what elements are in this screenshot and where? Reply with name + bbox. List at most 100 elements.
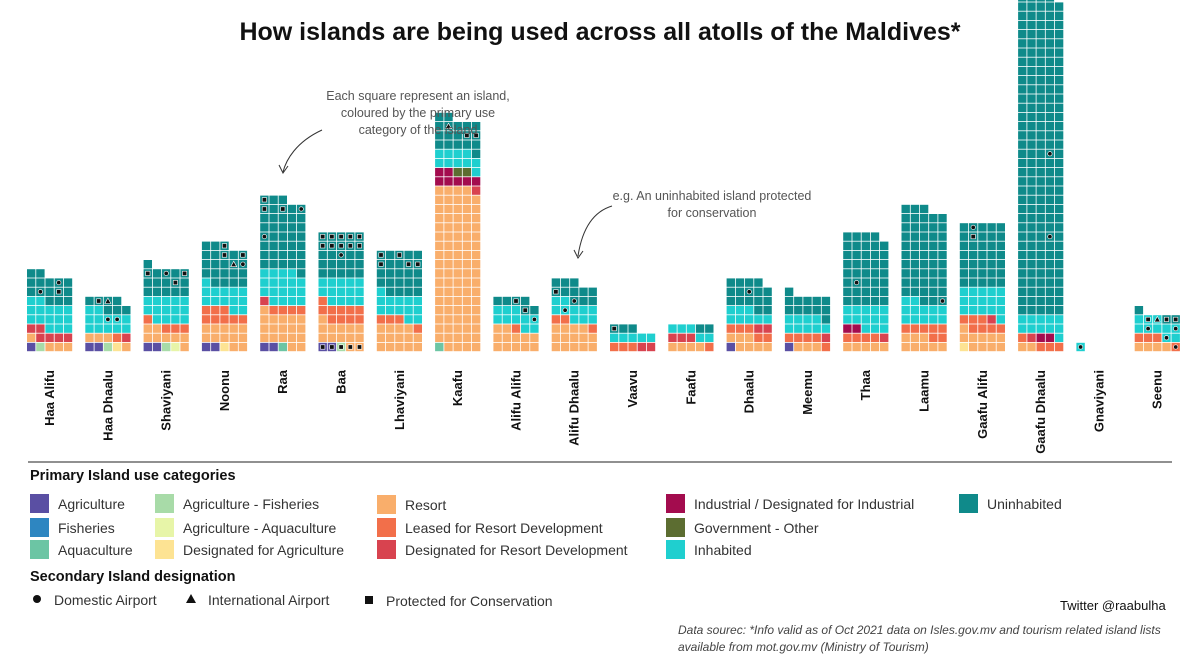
island-cell-gaafu-alifu [959,223,969,232]
square-marker-baa [338,234,344,240]
island-cell-gaafu-alifu [959,296,969,306]
island-cell-kaafu [444,241,453,250]
island-cell-kaafu [462,250,472,260]
island-cell-gaafu-dhaalu [1054,214,1064,223]
island-cell-gaafu-dhaalu [1018,315,1027,324]
island-cell-raa [278,306,287,315]
square-marker-baa [320,234,326,240]
island-cell-gaafu-alifu [987,315,996,324]
island-cell-gaafu-dhaalu [1045,131,1055,140]
island-cell-meemu [794,333,803,342]
island-cell-lhaviyani [376,324,386,333]
island-cell-noonu [238,333,248,342]
island-cell-thaa [861,296,870,306]
island-cell-gaafu-alifu [996,269,1005,278]
island-cell-shaviyani [162,324,171,333]
island-cell-gaafu-dhaalu [1018,131,1027,140]
island-cell-kaafu [444,269,453,278]
island-cell-kaafu [444,158,453,168]
island-cell-gaafu-alifu [959,324,969,333]
island-cell-gaafu-alifu [987,278,996,287]
island-cell-vaavu [637,342,646,352]
island-cell-gaafu-dhaalu [1036,140,1045,149]
island-cell-haa-dhaalu [94,342,103,352]
island-cell-raa [260,241,269,250]
island-cell-gaafu-alifu [959,278,969,287]
island-cell-baa [318,287,327,296]
island-cell-kaafu [453,223,462,232]
island-cell-gaafu-dhaalu [1027,315,1036,324]
island-cell-seenu [1143,342,1153,352]
island-cell-alifu-alifu [502,315,511,324]
island-cell-baa [355,324,364,333]
island-cell-lhaviyani [386,287,395,296]
island-cell-gaafu-dhaalu [1036,278,1045,287]
island-cell-alifu-alifu [511,342,521,352]
island-cell-laamu [910,269,920,278]
island-cell-haa-alifu [27,278,36,287]
island-cell-raa [278,324,287,333]
island-cell-alifu-dhaalu [570,315,579,324]
island-cell-alifu-alifu [502,342,511,352]
island-cell-raa [269,250,278,260]
island-cell-gaafu-dhaalu [1045,186,1055,195]
island-cell-lhaviyani [376,315,386,324]
island-cell-gaafu-dhaalu [1027,158,1036,168]
island-cell-laamu [910,324,920,333]
annotation-arrow-1-head [278,164,289,174]
island-cell-haa-alifu [27,324,36,333]
island-cell-meemu [812,333,821,342]
island-cell-laamu [901,342,910,352]
island-cell-kaafu [453,287,462,296]
island-cell-gaafu-dhaalu [1036,76,1045,85]
island-cell-shaviyani [143,287,152,296]
island-cell-thaa [843,260,852,269]
island-cell-alifu-alifu [511,333,521,342]
island-cell-thaa [870,306,880,315]
island-cell-kaafu [453,260,462,269]
island-cell-thaa [843,324,852,333]
island-cell-kaafu [453,195,462,204]
island-cell-lhaviyani [413,333,422,342]
island-cell-raa [269,241,278,250]
island-cell-raa [260,333,269,342]
island-cell-gaafu-alifu [959,333,969,342]
island-cell-lhaviyani [376,342,386,352]
island-cell-noonu [211,250,220,260]
island-cell-gaafu-dhaalu [1018,39,1027,48]
island-cell-haa-dhaalu [112,324,122,333]
island-cell-alifu-dhaalu [588,324,597,333]
island-cell-gaafu-dhaalu [1036,30,1045,39]
island-cell-gaafu-dhaalu [1027,122,1036,131]
island-cell-kaafu [435,333,444,342]
island-cell-haa-dhaalu [94,333,103,342]
island-cell-noonu [229,342,238,352]
dot-marker-dhaalu [746,289,752,295]
island-cell-baa [346,324,355,333]
island-cell-raa [260,296,269,306]
island-cell-laamu [901,296,910,306]
island-cell-gaafu-alifu [959,241,969,250]
island-cell-gaafu-dhaalu [1054,333,1064,342]
island-cell-shaviyani [162,278,171,287]
island-cell-kaafu [435,140,444,149]
island-cell-noonu [220,324,229,333]
island-cell-laamu [910,260,920,269]
island-cell-haa-alifu [54,296,63,306]
island-cell-gaafu-alifu [978,342,987,352]
square-marker-noonu [222,252,228,258]
island-cell-gaafu-dhaalu [1036,333,1045,342]
triangle-marker-noonu [230,260,238,267]
island-cell-kaafu [444,131,453,140]
island-cell-gaafu-dhaalu [1018,250,1027,260]
island-cell-gaafu-dhaalu [1027,11,1036,20]
legend-swatch [666,540,685,559]
island-cell-dhaalu [735,324,745,333]
island-cell-laamu [919,278,929,287]
secondary-legend-title: Secondary Island designation [30,569,236,585]
island-cell-alifu-alifu [530,324,539,333]
island-cell-noonu [238,269,248,278]
legend-item-aquaculture: Aquaculture [30,540,133,559]
island-cell-laamu [938,269,947,278]
legend-item-international-airport: International Airport [184,592,329,608]
